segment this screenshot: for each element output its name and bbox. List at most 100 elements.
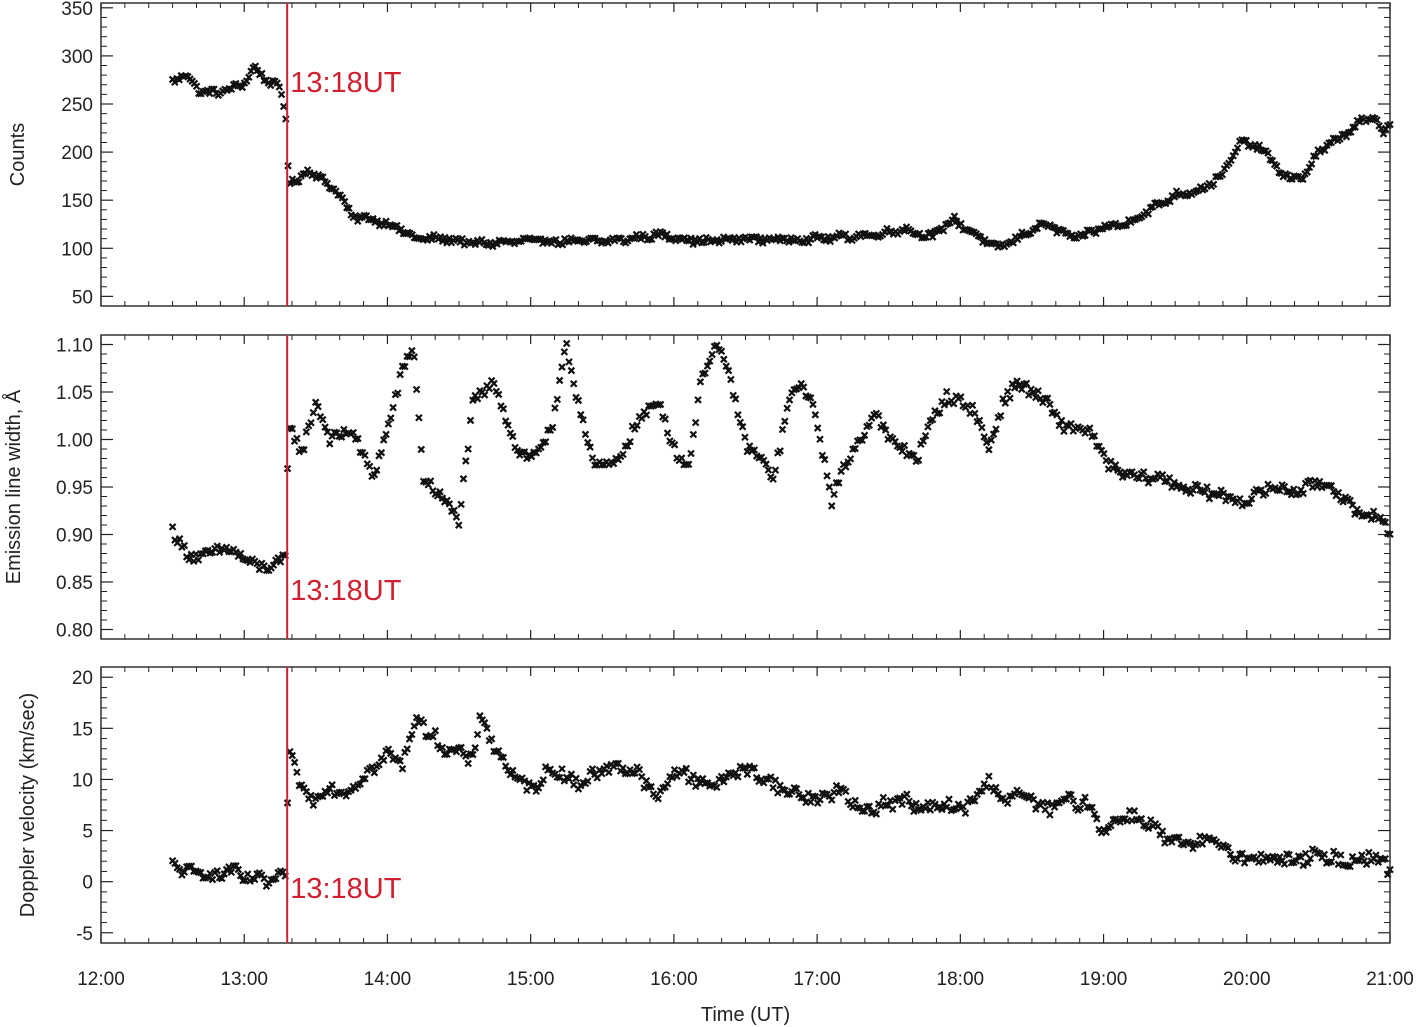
line-width-data-point: [1085, 424, 1094, 432]
doppler-data-point: [476, 712, 484, 720]
doppler-data-point: [534, 784, 543, 792]
line-width-data-point: [762, 460, 770, 468]
line-width-data-point: [783, 404, 791, 413]
counts-data-point: [1329, 134, 1338, 143]
line-width-data-point: [354, 434, 362, 443]
line-width-data-point: [450, 506, 458, 515]
line-width-data-point: [1158, 471, 1167, 479]
line-width-data-point: [921, 431, 930, 440]
line-width-data-point: [813, 424, 822, 432]
doppler-data-point: [741, 764, 749, 772]
doppler-data-point: [827, 796, 836, 804]
line-width-data-point: [576, 410, 585, 419]
line-width-data-point: [408, 346, 416, 355]
counts-data-point: [273, 79, 281, 87]
line-width-data-point: [750, 446, 759, 454]
doppler-data-point: [1107, 821, 1115, 830]
counts-data-point: [1214, 172, 1222, 181]
doppler-data-point: [530, 781, 538, 790]
doppler-data-point: [1090, 810, 1099, 818]
line-width-data-point: [309, 408, 318, 417]
line-width-data-point: [1135, 474, 1143, 483]
line-width-data-point: [1245, 499, 1254, 508]
line-width-data-point: [985, 445, 993, 454]
counts-data-point: [210, 85, 218, 93]
doppler-data-point: [1372, 851, 1380, 859]
line-width-data-point: [694, 396, 702, 404]
doppler-event-label: 13:18UT: [290, 873, 402, 905]
doppler-data-point: [290, 758, 299, 767]
doppler-data-point: [483, 724, 491, 733]
line-width-data-point: [469, 396, 477, 404]
doppler-data-point: [462, 752, 470, 760]
doppler-data-point: [898, 800, 906, 809]
panel-emission-line-width: 0.80 0.85 0.90 0.95 1.00 1.05 1.10 13:18UT Emi…: [2, 334, 1394, 642]
line-width-data-point: [1139, 468, 1148, 476]
line-width-data-point: [325, 440, 334, 448]
doppler-data-point: [912, 799, 920, 808]
line-width-data-point: [996, 412, 1005, 420]
line-width-data-point: [633, 421, 641, 430]
doppler-data-point: [227, 868, 236, 877]
counts-y-tick-label: 250: [61, 95, 93, 116]
counts-data-point: [1170, 193, 1179, 201]
line-width-data-point: [311, 398, 320, 407]
doppler-data-point: [431, 726, 440, 735]
counts-data-point: [939, 227, 948, 235]
doppler-y-tick-label: 15: [72, 719, 93, 740]
doppler-data-point: [720, 778, 728, 786]
doppler-data-point: [288, 751, 297, 760]
counts-data-point: [928, 233, 937, 241]
line-width-data-point: [778, 425, 787, 434]
doppler-data-point: [405, 735, 414, 743]
line-width-data-point: [1193, 481, 1202, 490]
doppler-data-point: [762, 775, 770, 783]
doppler-data-point: [1102, 828, 1110, 836]
counts-data-point: [1231, 148, 1240, 156]
doppler-data-point: [647, 782, 655, 791]
line-width-data-point: [992, 425, 1000, 433]
counts-ticks: [100, 3, 1391, 307]
line-width-data-point: [989, 430, 998, 438]
line-width-data-point: [288, 425, 297, 433]
line-width-data-point: [1261, 489, 1270, 498]
doppler-data-point: [605, 768, 613, 777]
line-width-y-tick-label: 0.80: [56, 621, 93, 642]
counts-data-point: [717, 237, 726, 246]
line-width-y-tick-label: 0.95: [56, 478, 93, 499]
line-width-data-point: [724, 366, 733, 375]
time-x-tick-label: 12:00: [77, 969, 125, 990]
line-width-data-point: [727, 375, 735, 384]
line-width-data-point: [386, 414, 395, 422]
counts-data-point: [277, 90, 286, 99]
doppler-data-point: [682, 764, 691, 773]
doppler-data-point: [985, 772, 993, 781]
counts-data-point: [319, 173, 327, 181]
doppler-data-point: [811, 792, 820, 801]
doppler-data-point: [1346, 862, 1354, 871]
counts-y-axis-title: Counts: [7, 123, 29, 186]
line-width-data-point: [379, 436, 388, 444]
doppler-data-point: [506, 770, 515, 779]
line-width-data-point: [415, 413, 423, 422]
doppler-data-point: [1076, 804, 1085, 813]
doppler-data-point: [938, 805, 946, 814]
doppler-data-point: [792, 784, 801, 793]
counts-data-point: [950, 212, 959, 220]
doppler-data-point: [429, 733, 437, 741]
line-width-data-point: [1010, 384, 1019, 392]
counts-data-point: [1233, 144, 1242, 152]
doppler-data-point: [358, 775, 367, 783]
doppler-data-point: [520, 777, 529, 785]
line-width-data-point: [581, 430, 590, 439]
line-width-data-point: [588, 454, 597, 462]
doppler-data-point: [1320, 850, 1329, 859]
line-width-data-point: [978, 423, 986, 432]
line-width-y-axis-title: Emission line width, Å: [2, 389, 25, 584]
line-width-data-point: [1200, 488, 1209, 497]
line-width-data-point: [1247, 495, 1256, 503]
time-x-axis-title: Time (UT): [701, 1004, 790, 1026]
doppler-data-point: [457, 743, 465, 752]
line-width-data-point: [1022, 379, 1031, 388]
